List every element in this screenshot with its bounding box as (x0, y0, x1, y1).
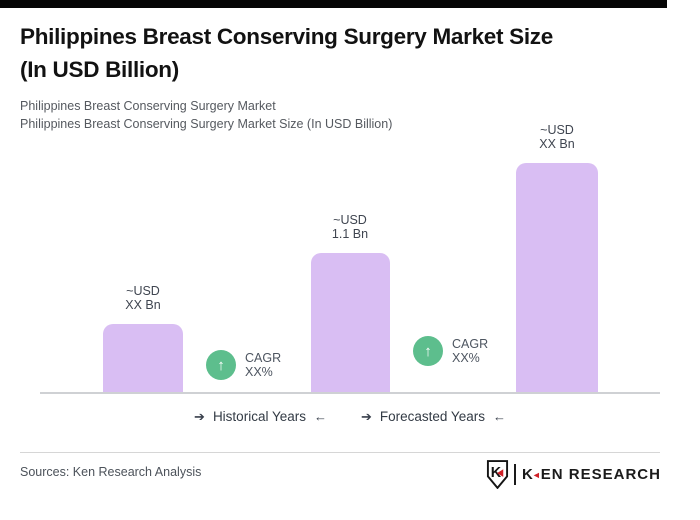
bar-value-line-2: XX Bn (539, 137, 575, 151)
bar-value-line-1: ~USD (126, 284, 160, 298)
up-arrow-glyph: ↑ (217, 356, 225, 374)
period-label: Historical Years (212, 409, 306, 424)
top-border-bar (0, 0, 667, 8)
badge-red-triangle (497, 469, 504, 477)
growth-up-arrow-icon: ↑ (413, 336, 443, 366)
wordmark-rest: EN RESEARCH (540, 466, 661, 483)
cagr-value: XX% (245, 365, 273, 379)
cagr-badge-historical: ↑ CAGR XX% (206, 350, 281, 380)
up-arrow-glyph: ↑ (424, 342, 432, 360)
arrow-right-icon: ➔ (360, 409, 372, 424)
ken-research-logo: K K ◄ EN RESEARCH (486, 459, 661, 490)
wordmark-k: K (522, 466, 534, 483)
bar-value-label-historical: ~USD XX Bn (103, 284, 183, 312)
arrow-right-icon: ➔ (194, 409, 205, 424)
subtitle-line-1: Philippines Breast Conserving Surgery Ma… (20, 99, 276, 113)
cagr-text: CAGR XX% (452, 337, 488, 365)
bar-value-label-current: ~USD 1.1 Bn (310, 213, 390, 241)
wordmark-red-triangle-icon: ◄ (531, 470, 542, 480)
bar-value-line-2: XX Bn (125, 298, 161, 312)
chart-subtitle: Philippines Breast Conserving Surgery Ma… (20, 97, 392, 133)
period-forecasted-years: ➔ Forecasted Years ← (361, 409, 506, 424)
footer-divider (20, 452, 660, 453)
page-title: Philippines Breast Conserving Surgery Ma… (20, 20, 680, 86)
x-axis-period-row: ➔ Historical Years ← ➔ Forecasted Years … (0, 409, 700, 424)
badge-letter: K (491, 465, 502, 481)
x-axis-baseline (40, 392, 660, 394)
cagr-label: CAGR (245, 351, 282, 365)
logo-divider-bar (514, 464, 516, 485)
growth-up-arrow-icon: ↑ (206, 350, 236, 380)
bar-value-line-1: ~USD (540, 123, 574, 137)
period-label: Forecasted Years (379, 409, 485, 424)
arrow-left-icon: ← (313, 409, 327, 424)
cagr-badge-forecast: ↑ CAGR XX% (413, 336, 488, 366)
subtitle-line-2: Philippines Breast Conserving Surgery Ma… (20, 117, 393, 131)
bar-value-line-1: ~USD (333, 213, 367, 227)
period-historical-years: ➔ Historical Years ← (194, 409, 327, 424)
title-line-1: Philippines Breast Conserving Surgery Ma… (20, 24, 553, 49)
cagr-text: CAGR XX% (245, 351, 281, 379)
bar-forecast (516, 163, 598, 393)
bar-current (311, 253, 390, 393)
cagr-label: CAGR (452, 337, 489, 351)
cagr-value: XX% (452, 351, 480, 365)
ken-research-badge-icon: K (486, 460, 509, 489)
bar-value-line-2: 1.1 Bn (331, 227, 369, 241)
sources-text: Sources: Ken Research Analysis (20, 465, 202, 479)
bar-value-label-forecast: ~USD XX Bn (516, 123, 598, 151)
bar-historical (103, 324, 183, 393)
arrow-left-icon: ← (492, 409, 506, 424)
logo-wordmark: K ◄ EN RESEARCH (522, 466, 661, 483)
title-line-2: (In USD Billion) (20, 57, 179, 82)
